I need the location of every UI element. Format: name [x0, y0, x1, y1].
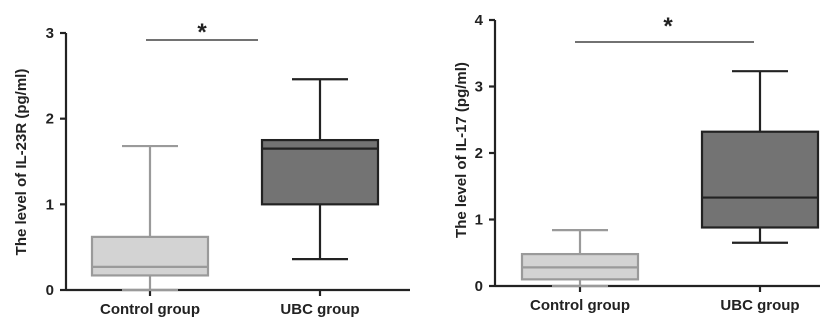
y-tick-label: 0: [475, 278, 483, 295]
y-tick-label: 4: [475, 12, 484, 29]
y-tick-label: 2: [475, 145, 483, 162]
x-tick-label: UBC group: [720, 297, 799, 314]
y-axis-label: The level of IL-23R (pg/ml): [13, 69, 30, 256]
iqr-box: [700, 130, 820, 229]
y-tick-label: 1: [46, 196, 54, 213]
y-tick-label: 0: [46, 282, 54, 299]
iqr-box: [260, 138, 380, 206]
iqr-box: [90, 235, 210, 277]
panel-il23r: 0 1 2 3 The level of IL-23R (pg/ml) Control g…: [13, 19, 410, 318]
y-tick-label: 3: [46, 25, 54, 42]
y-tick-label: 2: [46, 111, 54, 128]
panel-il17: 0 1 2 3 4 The level of IL-17 (pg/ml) Control g…: [453, 12, 820, 314]
x-tick-label: Control group: [100, 301, 200, 318]
x-tick-label: UBC group: [280, 301, 359, 318]
x-tick-label: Control group: [530, 297, 630, 314]
y-tick-label: 3: [475, 79, 483, 96]
significance-marker: *: [663, 13, 673, 40]
y-tick-label: 1: [475, 212, 483, 229]
significance-marker: *: [197, 19, 207, 46]
y-axis-label: The level of IL-17 (pg/ml): [453, 62, 470, 238]
